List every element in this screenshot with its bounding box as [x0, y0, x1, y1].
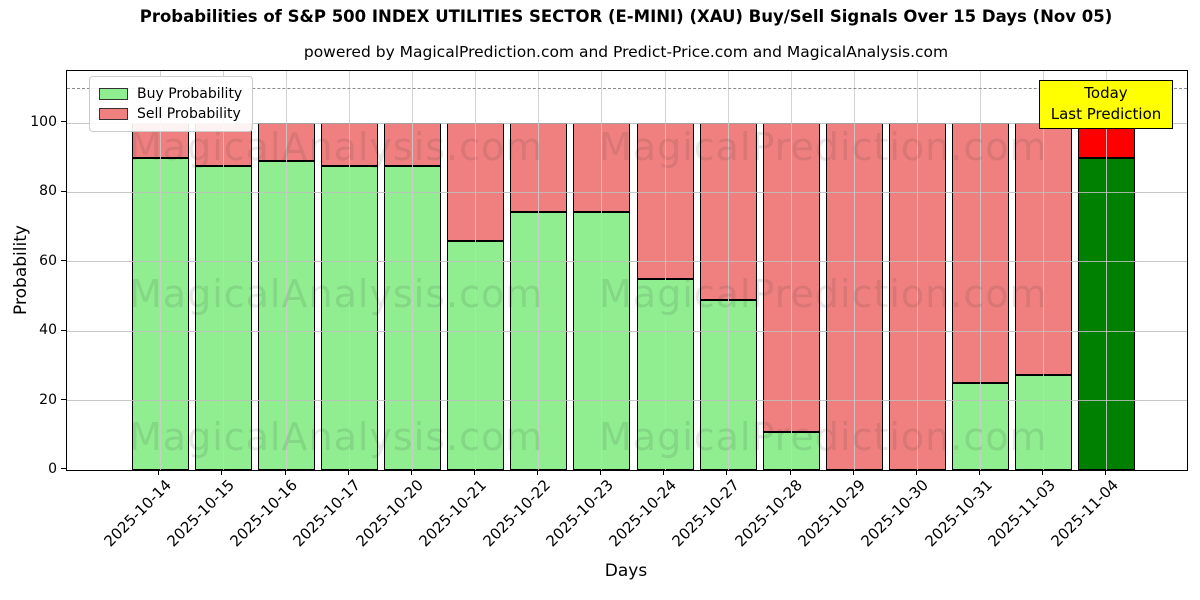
x-tick-label-text: 2025-10-21: [415, 476, 491, 551]
gridline-horizontal: [67, 191, 1187, 193]
gridline-vertical: [980, 71, 982, 470]
legend-label-buy: Buy Probability: [137, 86, 243, 102]
annotation-line-2: Last Prediction: [1050, 105, 1162, 124]
gridline-horizontal: [67, 400, 1187, 402]
x-tick-label-text: 2025-10-28: [731, 476, 807, 551]
gridline-vertical: [601, 71, 603, 470]
gridline-vertical: [1106, 71, 1108, 470]
x-tick-label-text: 2025-10-14: [100, 476, 175, 551]
x-tick-label-text: 2025-10-15: [163, 476, 238, 551]
legend-box: Buy Probability Sell Probability: [89, 76, 254, 132]
x-tick-mark: [537, 470, 539, 475]
y-tick-label: 20: [39, 391, 57, 408]
y-tick-mark: [61, 190, 66, 192]
y-tick-mark: [61, 329, 66, 331]
x-tick-mark: [915, 470, 917, 475]
gridline-vertical: [1043, 71, 1045, 470]
x-tick-mark: [663, 470, 665, 475]
gridline-vertical: [159, 71, 161, 470]
gridline-vertical: [727, 71, 729, 470]
y-tick-mark: [61, 121, 66, 123]
gridline-horizontal: [67, 261, 1187, 263]
x-tick-mark: [978, 470, 980, 475]
y-tick-mark: [61, 398, 66, 400]
x-axis-label: Days: [604, 561, 648, 581]
gridline-vertical: [664, 71, 666, 470]
chart-subtitle: powered by MagicalPrediction.com and Pre…: [303, 43, 949, 61]
x-tick-mark: [473, 470, 475, 475]
dashed-threshold-line: [67, 87, 1187, 89]
x-tick-label-text: 2025-10-20: [352, 476, 428, 551]
gridline-vertical: [348, 71, 350, 470]
x-tick-mark: [789, 470, 791, 475]
gridline-vertical: [853, 71, 855, 470]
x-tick-mark: [600, 470, 602, 475]
x-tick-label-text: 2025-10-29: [794, 476, 870, 551]
gridline-vertical: [917, 71, 919, 470]
chart-title: Probabilities of S&P 500 INDEX UTILITIES…: [139, 7, 1113, 26]
gridline-vertical: [475, 71, 477, 470]
y-tick-label: 60: [39, 252, 57, 269]
legend-item-buy: Buy Probability: [99, 84, 242, 104]
x-tick-label-text: 2025-10-16: [226, 476, 301, 551]
annotation-line-1: Today: [1084, 84, 1128, 102]
y-tick-mark: [61, 260, 66, 262]
y-tick-mark: [61, 468, 66, 470]
x-tick-label-text: 2025-10-17: [289, 476, 365, 551]
gridline-horizontal: [67, 122, 1187, 124]
x-tick-mark: [1105, 470, 1107, 475]
x-tick-mark: [852, 470, 854, 475]
gridline-vertical: [790, 71, 792, 470]
legend-item-sell: Sell Probability: [99, 104, 242, 124]
x-tick-mark: [158, 470, 160, 475]
y-tick-label: 0: [48, 461, 57, 477]
plot-area: Buy Probability Sell Probability Today L…: [66, 70, 1188, 471]
x-tick-mark: [284, 470, 286, 475]
x-tick-label-text: 2025-10-27: [668, 476, 743, 551]
x-tick-mark: [347, 470, 349, 475]
gridline-vertical: [222, 71, 224, 470]
today-annotation: Today Last Prediction: [1039, 80, 1173, 129]
x-tick-mark: [726, 470, 728, 475]
sell-swatch-icon: [99, 108, 128, 120]
y-tick-label: 100: [30, 114, 57, 131]
gridline-horizontal: [67, 330, 1187, 332]
x-tick-mark: [410, 470, 412, 475]
gridline-vertical: [412, 71, 414, 470]
x-tick-label-text: 2025-10-31: [921, 476, 996, 551]
x-tick-label-text: 2025-10-30: [857, 476, 933, 551]
gridline-vertical: [285, 71, 287, 470]
x-tick-mark: [1042, 470, 1044, 475]
x-tick-mark: [221, 470, 223, 475]
y-axis-label: Probability: [11, 225, 31, 315]
gridline-vertical: [538, 71, 540, 470]
x-tick-label-text: 2025-10-24: [605, 476, 680, 551]
buy-swatch-icon: [99, 88, 128, 100]
y-tick-label: 40: [39, 322, 57, 339]
x-tick-label-text: 2025-10-23: [542, 476, 617, 551]
x-tick-label-text: 2025-11-04: [1047, 476, 1122, 551]
x-tick-label-text: 2025-10-22: [479, 476, 554, 551]
legend-label-sell: Sell Probability: [137, 106, 241, 122]
y-tick-label: 80: [39, 183, 57, 200]
